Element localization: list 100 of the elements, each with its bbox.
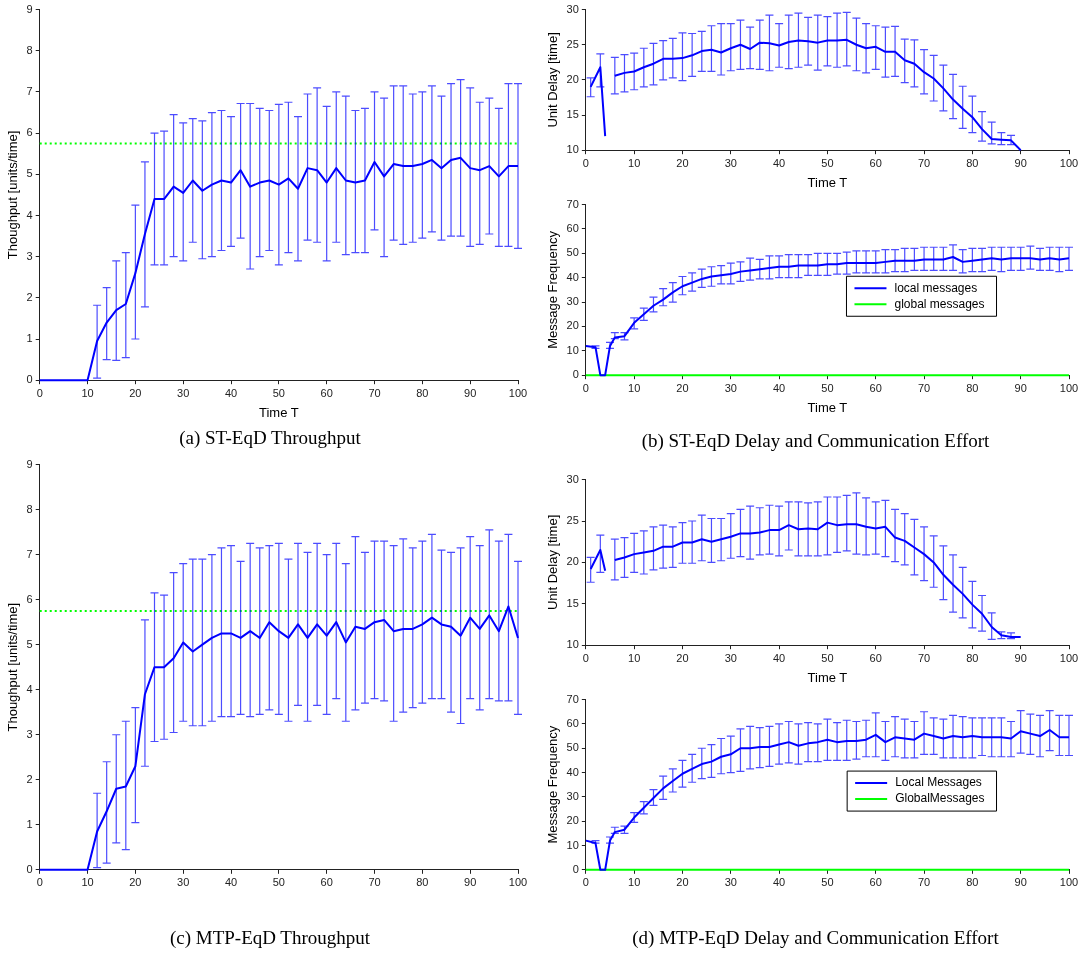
y-tick-label: 8 <box>26 502 33 515</box>
y-tick-label: 70 <box>566 197 579 210</box>
y-axis-title: Message Frequency <box>545 230 561 349</box>
y-tick-label: 10 <box>566 638 579 651</box>
x-tick-label: 90 <box>1014 381 1027 394</box>
x-tick-label: 80 <box>966 876 979 889</box>
x-tick-label: 60 <box>869 156 882 169</box>
y-tick-label: 30 <box>566 472 579 485</box>
y-tick-label: 15 <box>566 596 579 609</box>
y-tick-label: 50 <box>566 246 579 259</box>
x-tick-label: 10 <box>81 876 94 889</box>
x-tick-label: 60 <box>869 381 882 394</box>
legend-label: Local Messages <box>895 775 982 790</box>
y-tick-label: 30 <box>566 2 579 15</box>
x-tick-label: 100 <box>1059 381 1079 394</box>
x-tick-label: 50 <box>272 386 285 399</box>
x-tick-label: 90 <box>1014 156 1027 169</box>
x-tick-label: 70 <box>368 386 381 399</box>
legend-label: global messages <box>894 296 985 311</box>
x-tick-label: 60 <box>320 386 333 399</box>
x-axis-title: Time T <box>807 669 848 685</box>
y-tick-label: 60 <box>566 222 579 234</box>
x-tick-label: 20 <box>676 876 689 889</box>
x-tick-label: 10 <box>628 156 641 169</box>
y-tick-label: 40 <box>566 765 579 778</box>
y-tick-label: 20 <box>566 555 579 568</box>
x-tick-label: 30 <box>724 876 737 889</box>
y-tick-label: 9 <box>26 2 33 15</box>
x-tick-label: 80 <box>416 876 429 889</box>
y-tick-label: 20 <box>566 72 579 85</box>
x-tick-label: 10 <box>628 381 641 394</box>
x-tick-label: 90 <box>1014 651 1027 664</box>
x-tick-label: 40 <box>772 876 786 889</box>
y-tick-label: 8 <box>26 43 33 56</box>
x-tick-label: 90 <box>464 386 477 399</box>
x-tick-label: 30 <box>177 876 190 889</box>
x-tick-label: 0 <box>582 156 589 169</box>
legend-label: GlobalMessages <box>895 791 985 806</box>
y-tick-label: 10 <box>566 838 579 851</box>
y-tick-label: 30 <box>566 789 579 802</box>
y-tick-label: 40 <box>566 270 579 283</box>
x-tick-label: 20 <box>676 156 689 169</box>
text: (a) ST-EqD Throughput <box>178 427 362 449</box>
x-tick-label: 70 <box>917 651 931 664</box>
x-tick-label: 40 <box>772 381 786 394</box>
y-tick-label: 5 <box>26 167 33 180</box>
y-tick-label: 7 <box>26 84 33 97</box>
x-tick-label: 80 <box>416 386 429 399</box>
x-tick-label: 70 <box>917 381 931 394</box>
x-tick-label: 40 <box>772 651 786 664</box>
x-tick-label: 100 <box>508 876 528 889</box>
x-tick-label: 90 <box>464 876 477 889</box>
x-tick-label: 60 <box>869 651 882 664</box>
y-tick-label: 4 <box>26 682 33 695</box>
x-tick-label: 10 <box>628 651 641 664</box>
y-tick-label: 2 <box>26 290 33 303</box>
x-tick-label: 20 <box>676 381 689 394</box>
y-tick-label: 50 <box>566 741 579 754</box>
y-tick-label: 4 <box>26 208 33 221</box>
x-tick-label: 30 <box>724 156 737 169</box>
x-tick-label: 70 <box>368 876 381 889</box>
x-tick-label: 100 <box>1059 651 1079 664</box>
x-tick-label: 40 <box>772 156 786 169</box>
x-tick-label: 90 <box>1014 876 1027 889</box>
y-tick-label: 0 <box>26 373 33 386</box>
x-tick-label: 100 <box>508 386 528 399</box>
x-tick-label: 40 <box>224 386 238 399</box>
y-tick-label: 0 <box>572 368 579 381</box>
y-tick-label: 25 <box>566 37 579 50</box>
x-axis-title: Time T <box>258 404 299 420</box>
y-axis-title: Message Frequency <box>545 725 561 844</box>
y-tick-label: 60 <box>566 716 579 729</box>
y-tick-label: 1 <box>26 817 33 830</box>
x-axis-title: Time T <box>807 399 848 415</box>
y-axis-title: Thoughput [units/time] <box>5 602 21 732</box>
text: (c) MTP-EqD Throughput <box>168 927 372 949</box>
y-tick-label: 6 <box>26 126 33 139</box>
legend-label: local messages <box>894 280 978 295</box>
x-tick-label: 80 <box>966 381 979 394</box>
x-tick-label: 20 <box>676 651 689 664</box>
x-tick-label: 30 <box>724 651 737 664</box>
x-tick-label: 70 <box>917 156 931 169</box>
x-tick-label: 10 <box>628 876 641 889</box>
x-tick-label: 70 <box>917 876 931 889</box>
x-tick-label: 20 <box>129 386 142 399</box>
y-axis-title: Unit Delay [time] <box>545 514 561 611</box>
y-tick-label: 30 <box>566 295 579 308</box>
y-tick-label: 10 <box>566 343 579 356</box>
y-tick-label: 5 <box>26 637 33 650</box>
text: (b) ST-EqD Delay and Communication Effort <box>640 430 991 452</box>
x-tick-label: 50 <box>272 876 285 889</box>
x-tick-label: 0 <box>582 876 589 889</box>
x-tick-label: 30 <box>177 386 190 399</box>
y-axis-title: Unit Delay [time] <box>545 32 561 128</box>
x-tick-label: 0 <box>36 876 43 889</box>
x-tick-label: 0 <box>36 386 43 399</box>
x-tick-label: 60 <box>869 876 882 889</box>
x-tick-label: 40 <box>224 876 238 889</box>
y-tick-label: 20 <box>566 814 579 827</box>
x-tick-label: 50 <box>821 381 834 394</box>
